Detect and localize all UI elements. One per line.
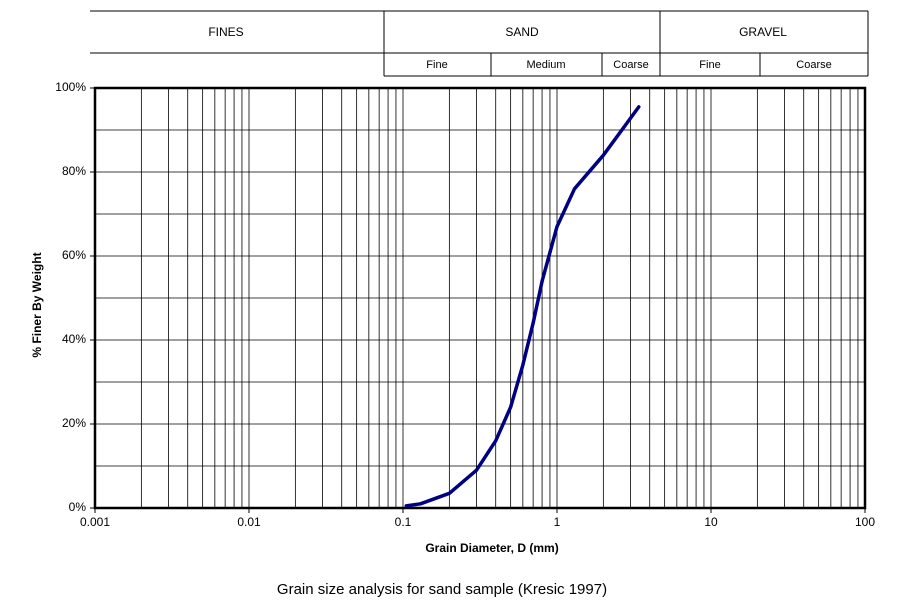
y-tick-label: 20% [62,416,86,430]
subgroup-label: Fine [426,59,447,71]
y-tick-label: 0% [69,500,87,514]
y-tick-label: 80% [62,164,86,178]
group-label: GRAVEL [739,25,787,39]
x-tick-label: 1 [554,515,561,529]
plot-border [93,86,867,510]
caption: Grain size analysis for sand sample (Kre… [277,581,607,598]
classification-table: FINES SAND GRAVEL Fine Medium Coarse Fin… [90,10,869,77]
x-tick-label: 0.01 [237,515,261,529]
y-tick-label: 100% [55,80,86,94]
subgroup-label: Coarse [613,59,648,71]
x-tick-label: 0.1 [395,515,412,529]
group-label: FINES [208,25,243,39]
x-tick-label: 100 [855,515,875,529]
y-tick-label: 40% [62,332,86,346]
data-line [404,105,641,508]
x-tick-label: 0.001 [80,515,110,529]
x-axis-label: Grain Diameter, D (mm) [425,541,558,555]
y-tick-label: 60% [62,248,86,262]
y-axis-label: % Finer By Weight [30,252,44,357]
subgroup-label: Fine [699,59,720,71]
subgroup-label: Medium [526,59,565,71]
subgroup-label: Coarse [796,59,831,71]
x-tick-label: 10 [704,515,718,529]
group-label: SAND [505,25,539,39]
